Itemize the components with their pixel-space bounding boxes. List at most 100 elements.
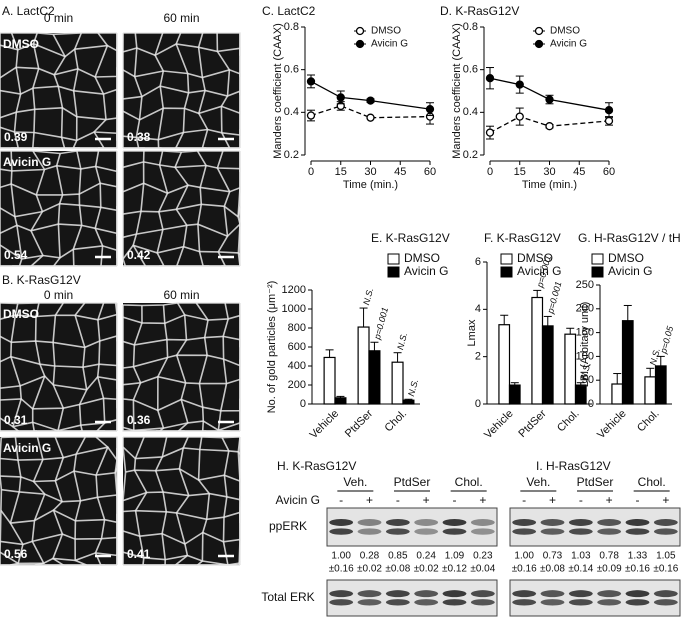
column-label: 60 min [163, 288, 199, 302]
x-tick-label: PtdSer [343, 407, 376, 440]
cell-membrane [0, 551, 118, 565]
cell-membrane [10, 150, 23, 267]
quant-error: ±0.02 [357, 564, 382, 575]
quant-error: ±0.16 [653, 564, 678, 575]
cell-membrane [122, 203, 241, 219]
treatment-label: Avicin G [276, 493, 320, 507]
y-axis-label: No. of gold particles (μm⁻²) [266, 281, 278, 414]
cell-membrane [0, 313, 118, 321]
quant-error: ±0.16 [512, 564, 537, 575]
cell-membrane [0, 106, 118, 121]
band [357, 518, 382, 526]
legend-label: DMSO [404, 251, 440, 265]
legend-label: DMSO [608, 251, 644, 265]
cell-membrane [122, 354, 241, 369]
column-label: 0 min [44, 288, 73, 302]
x-axis-label: Time (min.) [522, 179, 577, 191]
x-tick-label: 60 [603, 166, 615, 178]
cell-membrane [122, 437, 127, 566]
data-point [515, 112, 524, 121]
cell-membrane [122, 43, 241, 57]
cell-membrane [155, 304, 169, 432]
y-tick-label: 200 [288, 379, 306, 391]
panel-title: A. LactC2 [2, 4, 55, 18]
cell-membrane [94, 150, 104, 267]
cell-membrane [31, 302, 46, 432]
y-tick-label: 0 [475, 398, 481, 410]
legend-marker [534, 39, 544, 49]
bar [644, 376, 657, 405]
band [414, 528, 439, 535]
y-tick-label: 6 [475, 256, 481, 268]
y-tick-label: 600 [288, 341, 306, 353]
panel-title: G. H-RasG12V / tH [578, 231, 681, 245]
y-tick-label: 0 [588, 398, 594, 410]
data-point [366, 113, 375, 122]
bar [654, 365, 667, 405]
x-tick-label: Vehicle [482, 408, 516, 442]
cell-membrane [73, 436, 87, 566]
y-tick-label: 0.2 [284, 149, 299, 161]
band [442, 590, 467, 598]
y-tick-label: 4 [475, 303, 481, 315]
y-tick-label: 150 [576, 327, 594, 339]
cell-membrane [1, 436, 118, 439]
y-tick-label: 0.2 [463, 149, 478, 161]
coefficient-label: 0.41 [127, 547, 151, 561]
x-tick-label: Chol. [383, 408, 410, 435]
x-tick-label: Chol. [555, 408, 582, 435]
group-label: Veh. [526, 475, 550, 489]
legend-label: Avicin G [371, 39, 408, 50]
x-tick-label: 0 [487, 166, 493, 178]
cell-membrane [122, 85, 241, 100]
bar [564, 333, 577, 405]
group-label: Veh. [343, 475, 367, 489]
data-point [306, 111, 316, 120]
y-tick-label: 0.4 [284, 106, 299, 118]
cell-membrane [0, 446, 118, 463]
band [385, 528, 410, 535]
group-label: PtdSer [577, 475, 614, 489]
coefficient-label: 0.31 [4, 413, 28, 427]
x-tick-label: 45 [394, 166, 406, 178]
band [442, 528, 467, 535]
data-point [366, 96, 375, 105]
cell-membrane [175, 302, 189, 432]
x-tick-label: 30 [543, 166, 555, 178]
sign-label: - [579, 493, 583, 507]
data-point [485, 74, 495, 83]
cell-membrane [154, 436, 168, 566]
band [625, 518, 650, 526]
quant-error: ±0.04 [470, 564, 495, 575]
bar [391, 361, 404, 405]
sign-label: + [662, 493, 669, 507]
cell-membrane [74, 302, 88, 432]
quant-error: ±0.08 [385, 564, 410, 575]
cell-membrane [122, 222, 241, 239]
bar [368, 350, 381, 405]
legend-marker [355, 39, 365, 49]
cell-membrane [122, 314, 241, 325]
cell-membrane [133, 436, 148, 566]
data-point [604, 106, 614, 115]
row-label: Avicin G [3, 441, 51, 455]
cell-membrane [156, 150, 169, 267]
cell-membrane [216, 32, 231, 149]
cell-membrane [72, 150, 83, 267]
cell-membrane [174, 32, 190, 149]
bar [508, 384, 521, 405]
quant-value: 1.05 [656, 551, 676, 562]
x-tick-label: Chol. [635, 408, 662, 435]
quant-value: 0.78 [599, 551, 619, 562]
band [568, 518, 593, 526]
series-line [489, 77, 610, 111]
band [540, 528, 565, 535]
legend-label: Avicin G [517, 264, 561, 278]
legend-swatch [500, 253, 513, 265]
cell-membrane [0, 85, 118, 95]
x-tick-label: 15 [335, 166, 347, 178]
band [540, 518, 565, 526]
y-tick-label: 0.6 [463, 64, 478, 76]
band [625, 599, 650, 606]
x-axis-label: Time (min.) [343, 179, 398, 191]
